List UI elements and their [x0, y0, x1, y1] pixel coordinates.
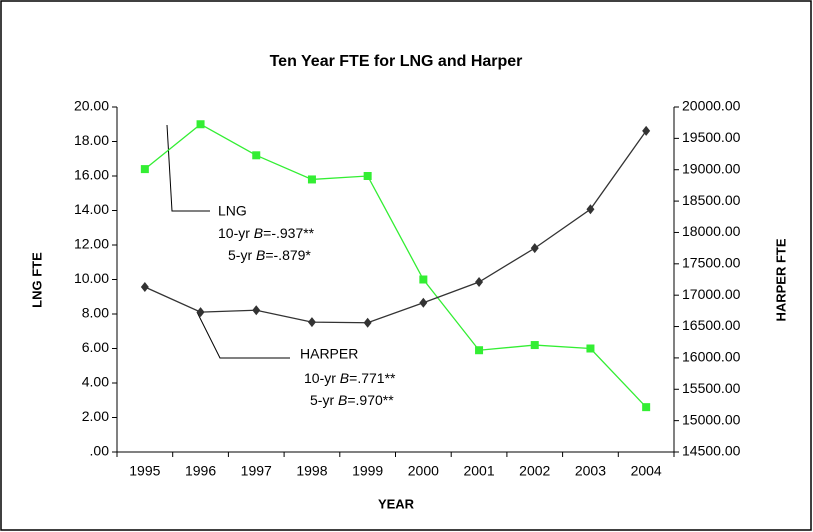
point-marker: [642, 403, 651, 412]
y2-tick-label: 16000.00: [682, 349, 741, 365]
annotation-part: =-.879*: [265, 247, 311, 263]
point-marker: [252, 305, 261, 316]
y2-tick-label: 17000.00: [682, 286, 741, 302]
y2-tick-label: 18000.00: [682, 223, 741, 239]
y-tick-label: 10.00: [74, 270, 109, 286]
point-marker: [363, 317, 372, 328]
annotation-pointer: [166, 124, 210, 212]
series-line: [144, 123, 647, 408]
point-marker: [307, 317, 316, 328]
annotation-part: B: [256, 247, 265, 263]
point-marker: [252, 151, 261, 160]
y2-tick-label: 19500.00: [682, 129, 741, 145]
point-marker: [586, 204, 595, 215]
point-marker: [475, 277, 484, 288]
x-tick-label: 1996: [185, 463, 216, 479]
y-tick-label: 8.00: [82, 305, 109, 321]
y2-tick-label: 19000.00: [682, 160, 741, 176]
series-line: [144, 130, 647, 324]
x-axis-label: YEAR: [378, 496, 415, 511]
y2-tick-label: 18500.00: [682, 192, 741, 208]
x-tick-label: 1997: [241, 463, 272, 479]
x-tick-label: 1998: [296, 463, 327, 479]
point-marker: [530, 341, 539, 350]
point-marker: [140, 282, 149, 293]
point-marker: [419, 275, 428, 284]
y-tick-label: 16.00: [74, 167, 109, 183]
y-tick-label: 18.00: [74, 132, 109, 148]
annotation-title: HARPER: [300, 346, 358, 362]
x-tick-label: 2001: [463, 463, 494, 479]
annotation-text: 10-yr B=-.937**: [218, 225, 315, 241]
point-marker: [363, 172, 372, 180]
y-tick-label: 2.00: [82, 408, 109, 424]
y2-tick-label: 15500.00: [682, 380, 741, 396]
annotation-part: =-.937**: [263, 225, 315, 241]
point-marker: [642, 125, 651, 136]
chart-title: Ten Year FTE for LNG and Harper: [270, 53, 523, 70]
annotation-part: 10-yr: [218, 225, 254, 241]
point-marker: [530, 243, 539, 254]
x-tick-label: 2002: [519, 463, 550, 479]
annotation-part: 10-yr: [304, 370, 340, 386]
annotation-part: B: [338, 392, 347, 408]
point-marker: [586, 344, 595, 353]
x-tick-label: 1995: [129, 463, 160, 479]
y2-tick-label: 15000.00: [682, 411, 741, 427]
x-tick-label: 1999: [352, 463, 383, 479]
y-tick-label: 12.00: [74, 236, 109, 252]
y-tick-label: 20.00: [74, 98, 109, 114]
point-marker: [307, 175, 316, 184]
annotation-pointer: [196, 311, 290, 359]
annotation-part: B: [340, 370, 349, 386]
point-marker: [196, 120, 205, 129]
x-tick-label: 2004: [631, 463, 662, 479]
y2-tick-label: 16500.00: [682, 317, 741, 333]
y-tick-label: 14.00: [74, 201, 109, 217]
annotation-text: 5-yr B=-.879*: [228, 247, 311, 263]
point-marker: [475, 346, 484, 355]
annotation-text: 5-yr B=.970**: [310, 392, 394, 408]
annotation-title: LNG: [218, 203, 247, 219]
point-marker: [419, 297, 428, 308]
point-marker: [196, 307, 205, 318]
annotation-part: =.771**: [349, 370, 396, 386]
y2-axis-label: HARPER FTE: [773, 238, 788, 321]
y-axis-label: LNG FTE: [29, 252, 44, 308]
annotation-part: 5-yr: [228, 247, 256, 263]
annotation-part: B: [254, 225, 263, 241]
y-tick-label: .00: [90, 443, 110, 459]
x-tick-label: 2003: [575, 463, 606, 479]
y2-tick-label: 17500.00: [682, 255, 741, 271]
annotation-part: 5-yr: [310, 392, 338, 408]
y-tick-label: 6.00: [82, 339, 109, 355]
point-marker: [140, 165, 149, 174]
y2-tick-label: 20000.00: [682, 98, 741, 114]
y2-tick-label: 14500.00: [682, 443, 741, 459]
annotation-text: 10-yr B=.771**: [304, 370, 396, 386]
y-tick-label: 4.00: [82, 374, 109, 390]
x-tick-label: 2000: [408, 463, 439, 479]
annotation-part: =.970**: [347, 392, 394, 408]
